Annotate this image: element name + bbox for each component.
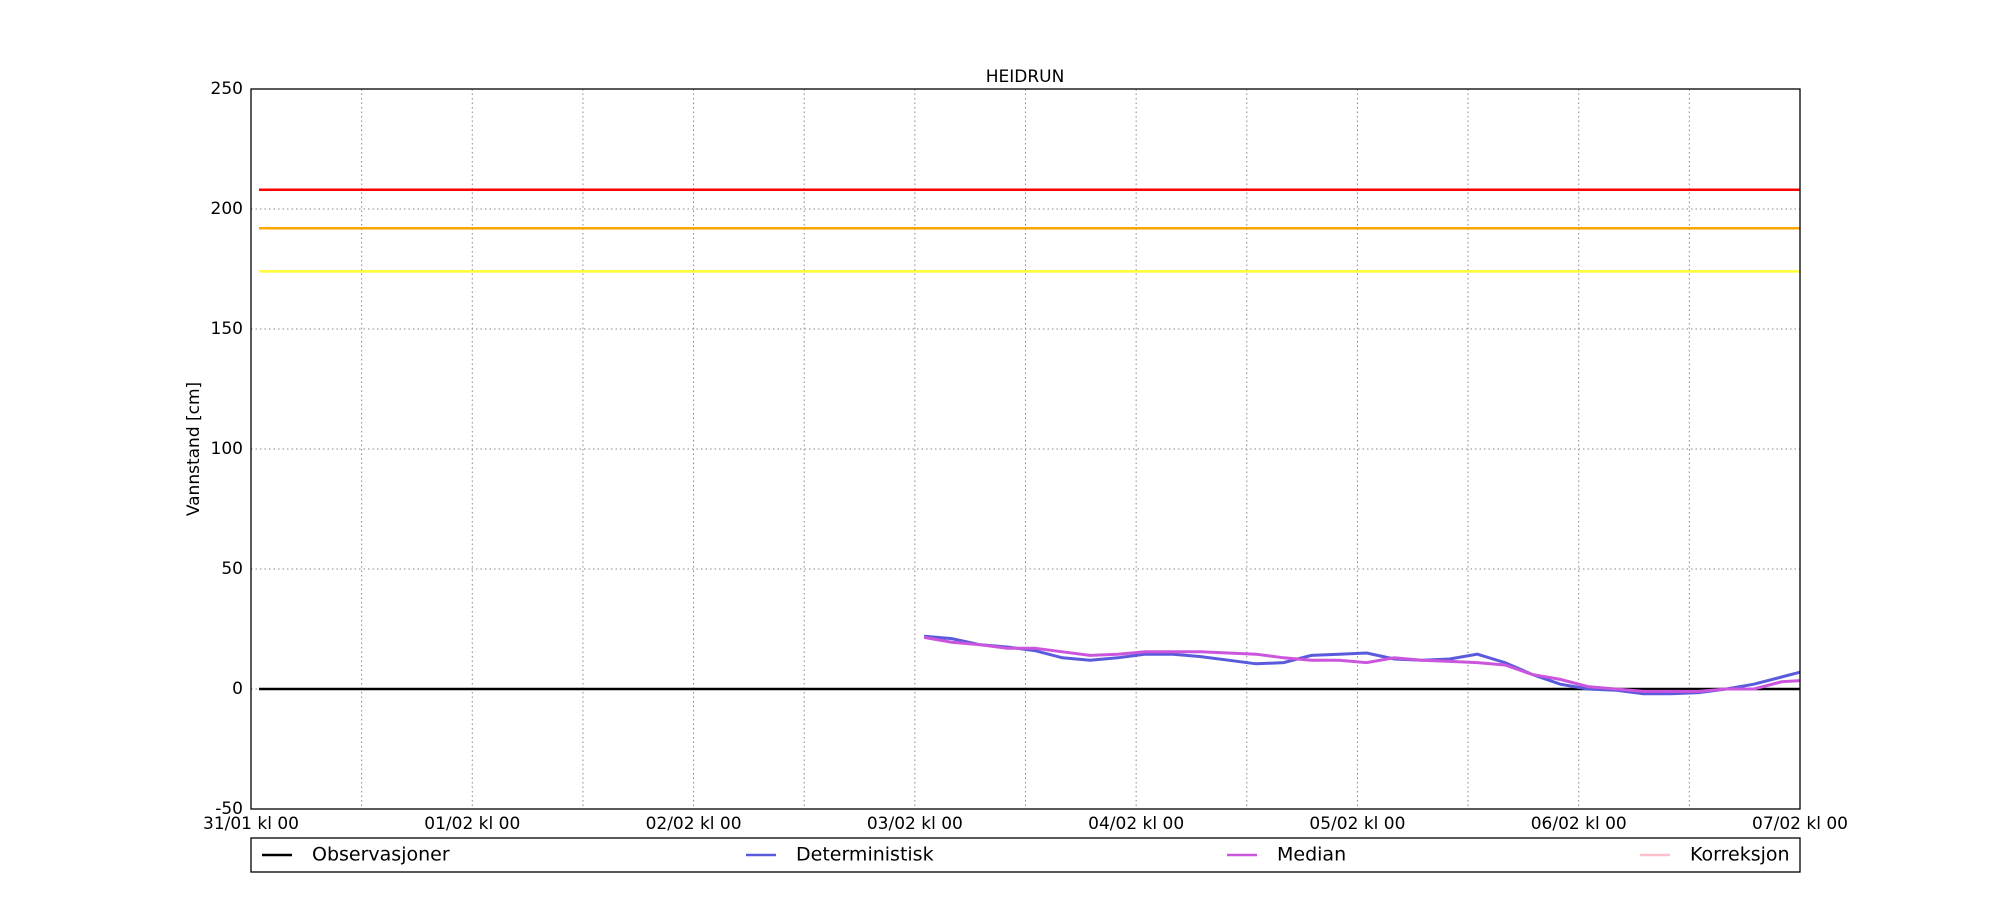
y-tick-label: 200 [211, 199, 243, 219]
y-tick-label: 250 [211, 79, 243, 99]
y-tick-label: -50 [215, 799, 243, 819]
y-axis-label: Vannstand [cm] [184, 382, 204, 516]
legend-label: Median [1277, 844, 1346, 866]
legend-label: Deterministisk [796, 844, 934, 866]
y-tick-label: 0 [232, 679, 243, 699]
series-line [923, 635, 1801, 693]
legend-label: Observasjoner [312, 844, 450, 866]
chart-title: HEIDRUN [986, 67, 1065, 87]
x-tick-label: 03/02 kl 00 [867, 814, 963, 834]
legend-label: Korreksjon [1690, 844, 1790, 866]
x-tick-label: 05/02 kl 00 [1309, 814, 1405, 834]
series-line [923, 634, 1801, 696]
y-tick-label: 100 [211, 439, 243, 459]
x-tick-label: 04/02 kl 00 [1088, 814, 1184, 834]
y-tick-label: 150 [211, 319, 243, 339]
x-tick-label: 01/02 kl 00 [424, 814, 520, 834]
plot-frame [250, 88, 1801, 810]
x-tick-label: 06/02 kl 00 [1531, 814, 1627, 834]
y-tick-label: 50 [221, 559, 243, 579]
x-tick-label: 31/01 kl 00 [203, 814, 299, 834]
legend-box [250, 837, 1801, 873]
x-tick-label: 07/02 kl 00 [1752, 814, 1848, 834]
x-tick-label: 02/02 kl 00 [646, 814, 742, 834]
